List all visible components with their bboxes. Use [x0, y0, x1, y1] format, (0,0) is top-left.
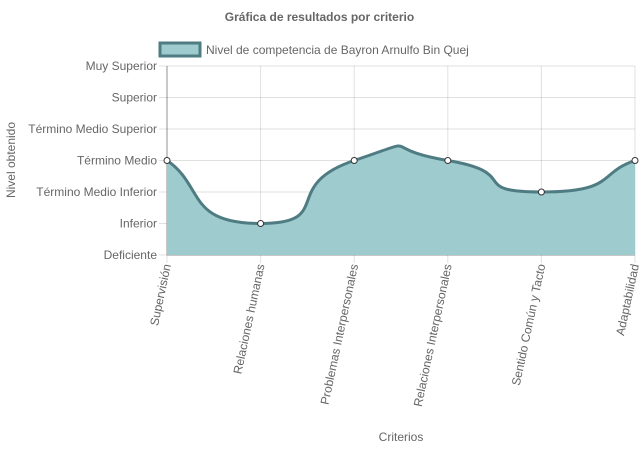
series-area [167, 145, 635, 255]
y-tick-label: Término Medio Superior [28, 122, 157, 136]
y-tick-label: Inferior [120, 217, 157, 231]
chart-title: Gráfica de resultados por criterio [225, 10, 414, 24]
data-point[interactable] [350, 157, 358, 164]
data-point[interactable] [631, 157, 639, 164]
legend-swatch[interactable] [158, 41, 202, 58]
x-tick-label: Sentido Común y Tacto [509, 262, 549, 386]
y-tick-label: Superior [112, 91, 157, 105]
x-tick-label: Relaciones humanas [231, 263, 268, 376]
data-point[interactable] [444, 157, 452, 164]
y-axis-label: Nivel obtenido [4, 122, 18, 198]
x-tick-label: Adaptabilidad [613, 263, 639, 337]
x-tick-label: Problemas Interpersonales [318, 263, 362, 406]
x-tick-label: Supervisión [147, 263, 174, 327]
x-tick-label: Relaciones Interpersonales [411, 263, 455, 408]
area-series [165, 144, 637, 255]
y-tick-label: Término Medio [77, 154, 157, 168]
legend-label[interactable]: Nivel de competencia de Bayron Arnulfo B… [206, 43, 469, 57]
y-tick-labels: Deficiente Inferior Término Medio Inferior… [28, 59, 157, 262]
data-points [163, 157, 639, 227]
x-tick-labels: Supervisión Relaciones humanas Problemas I… [147, 262, 639, 407]
data-point[interactable] [537, 188, 545, 196]
data-point[interactable] [163, 157, 171, 164]
y-tick-label: Término Medio Inferior [36, 185, 157, 199]
x-axis-label: Criterios [379, 430, 424, 444]
data-point[interactable] [257, 220, 265, 227]
y-tick-label: Deficiente [104, 248, 158, 262]
legend[interactable]: Nivel de competencia de Bayron Arnulfo B… [158, 41, 469, 58]
y-tick-label: Muy Superior [86, 59, 157, 73]
